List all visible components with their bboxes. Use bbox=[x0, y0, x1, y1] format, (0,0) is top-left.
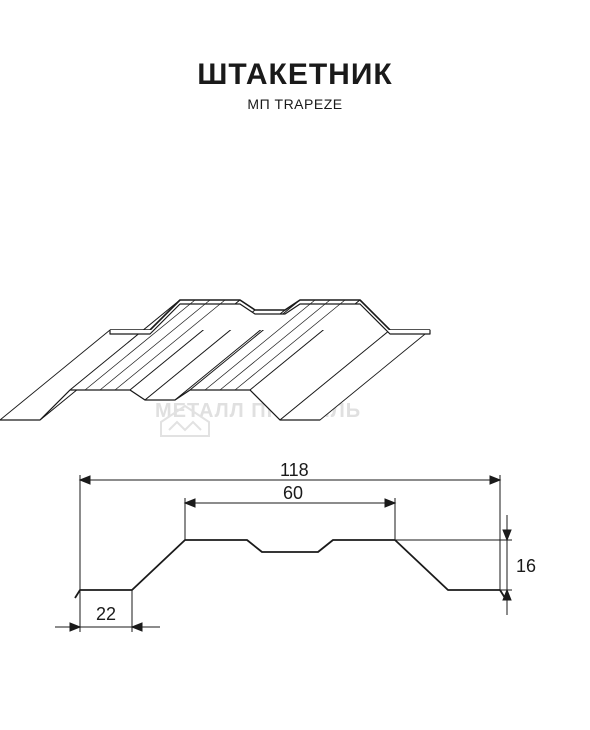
dim-top-width: 60 bbox=[283, 483, 303, 504]
dim-flange: 22 bbox=[96, 604, 116, 625]
dim-overall-width: 118 bbox=[280, 460, 309, 481]
cross-section-view bbox=[0, 0, 590, 730]
dim-height: 16 bbox=[516, 556, 536, 577]
diagram-canvas: ШТАКЕТНИК МП TRAPEZE МЕТАЛЛ ПРОФИЛЬ bbox=[0, 0, 590, 730]
